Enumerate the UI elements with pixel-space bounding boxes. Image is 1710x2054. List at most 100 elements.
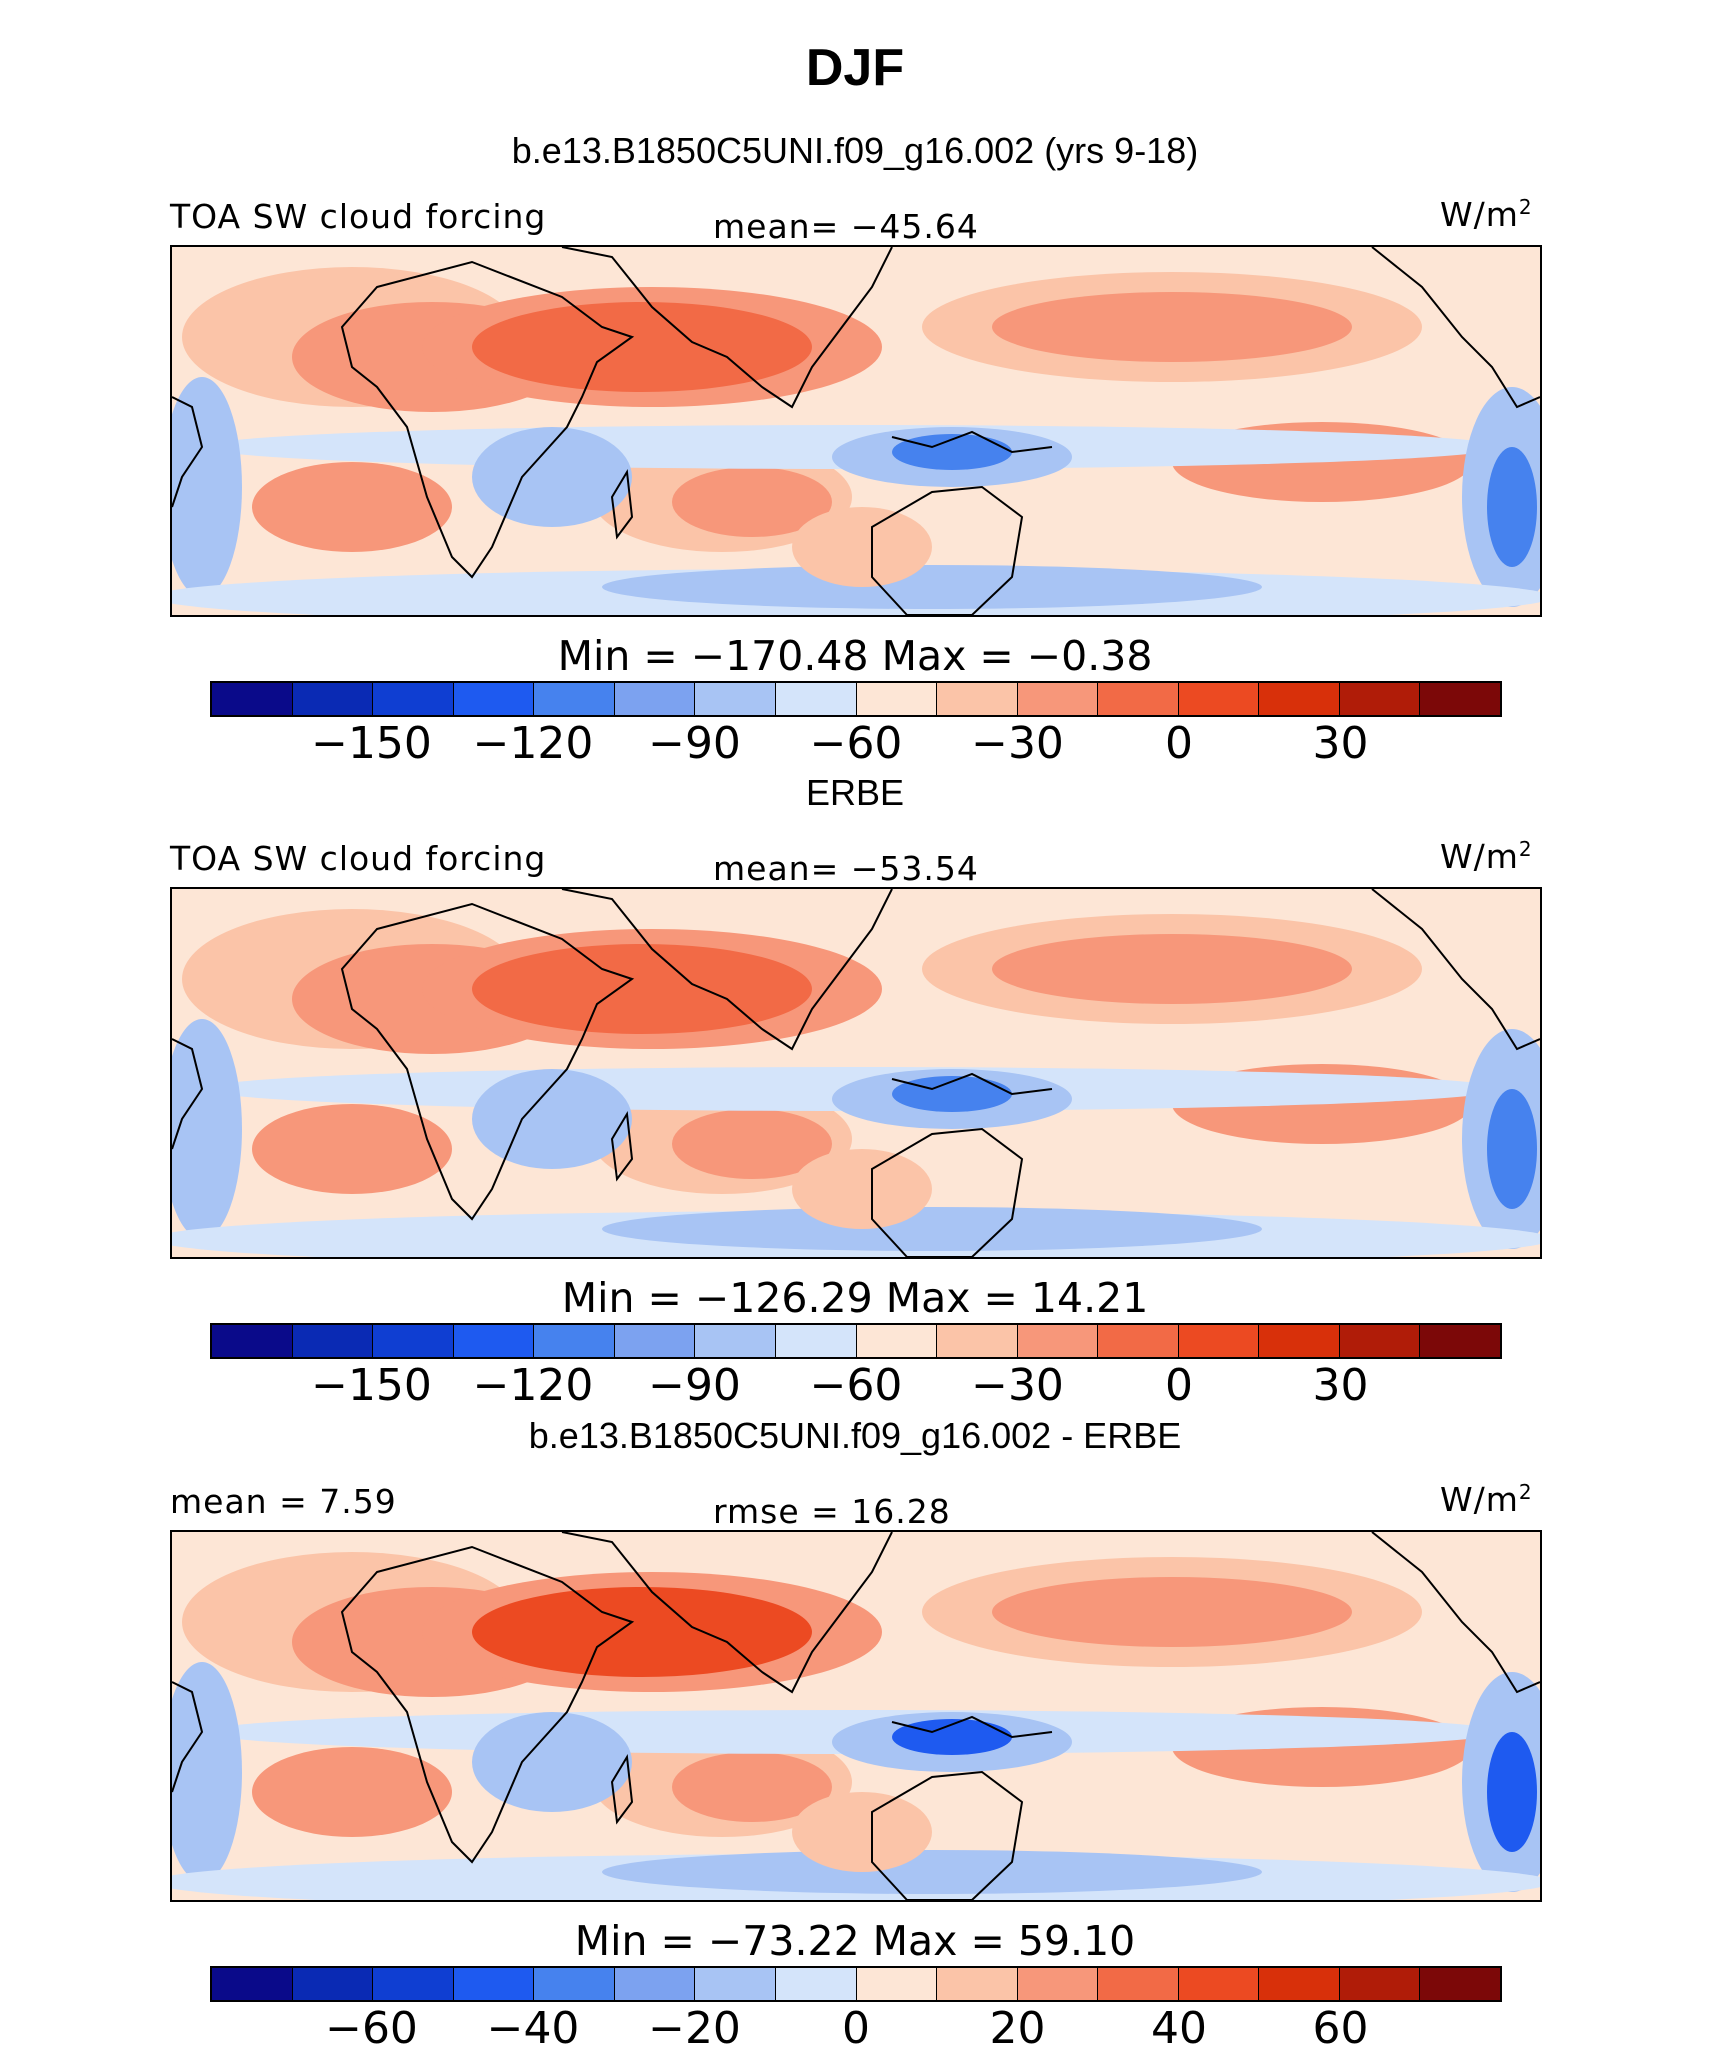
- field-region: [672, 467, 832, 537]
- colorbar-swatch: [856, 1968, 938, 2000]
- field-region: [892, 1719, 1012, 1755]
- eurasia-coastline: [561, 247, 893, 409]
- south-america-coastline: [172, 1038, 204, 1150]
- field-region: [1487, 447, 1537, 567]
- contour-map: [170, 1530, 1542, 1902]
- panel-left-label: TOA SW cloud forcing: [170, 197, 547, 236]
- colorbar-swatch: [1098, 1325, 1179, 1357]
- maritime-continent-coastline: [891, 1072, 1053, 1096]
- australia-coastline: [871, 485, 1024, 615]
- colorbar-swatch: [695, 1968, 776, 2000]
- colorbar-swatch: [1098, 1968, 1179, 2000]
- colorbar-tick-label: −20: [648, 2003, 741, 2054]
- colorbar-swatch: [775, 1325, 857, 1357]
- colorbar-tick-label: −60: [809, 718, 903, 769]
- colorbar-swatch: [212, 683, 293, 715]
- unit-text: W/m: [1440, 195, 1519, 234]
- australia-coastline: [871, 1127, 1024, 1257]
- colorbar: [210, 681, 1502, 717]
- colorbar-tick-label: 0: [842, 2003, 870, 2054]
- colorbar-swatch: [292, 1968, 374, 2000]
- madagascar-coastline: [610, 1110, 634, 1182]
- colorbar-swatch: [695, 1325, 776, 1357]
- unit-superscript: 2: [1518, 837, 1533, 861]
- field-region: [252, 462, 452, 552]
- panel-title: b.e13.B1850C5UNI.f09_g16.002 - ERBE: [528, 1415, 1182, 1456]
- colorbar-swatch: [1178, 683, 1260, 715]
- colorbar-tick-label: 20: [989, 2003, 1046, 2054]
- colorbar-swatch: [614, 683, 696, 715]
- colorbar-swatch: [1259, 1968, 1340, 2000]
- unit-text: W/m: [1440, 1480, 1519, 1519]
- americas-coastline: [1371, 889, 1540, 1051]
- colorbar-tick-label: −90: [648, 1360, 741, 1411]
- colorbar-swatch: [212, 1325, 293, 1357]
- panel-left-label: mean = 7.59: [170, 1482, 397, 1521]
- colorbar-swatch: [534, 1325, 615, 1357]
- eurasia-coastline: [561, 1532, 893, 1694]
- colorbar-tick-label: 0: [1165, 1360, 1193, 1411]
- colorbar-swatch: [1339, 1325, 1421, 1357]
- colorbar-swatch: [1017, 683, 1099, 715]
- colorbar-tick-label: −40: [486, 2003, 580, 2054]
- colorbar-swatch: [292, 1325, 374, 1357]
- colorbar-swatch: [1420, 1968, 1500, 2000]
- colorbar-swatch: [937, 683, 1018, 715]
- field-region: [472, 427, 632, 527]
- field-region: [172, 1019, 242, 1239]
- unit-text: W/m: [1440, 837, 1519, 876]
- eurasia-coastline: [561, 889, 893, 1051]
- colorbar-swatch: [453, 683, 535, 715]
- colorbar-tick-label: −30: [971, 718, 1064, 769]
- colorbar-swatch: [1017, 1968, 1099, 2000]
- colorbar-swatch: [775, 683, 857, 715]
- colorbar-tick-label: 30: [1312, 1360, 1369, 1411]
- min-max-label: Min = −126.29 Max = 14.21: [561, 1274, 1149, 1322]
- colorbar-tick-label: −30: [971, 1360, 1064, 1411]
- field-region: [992, 292, 1352, 362]
- colorbar-swatch: [1098, 683, 1179, 715]
- contour-map: [170, 887, 1542, 1259]
- field-region: [172, 1662, 242, 1882]
- panel-title: b.e13.B1850C5UNI.f09_g16.002 (yrs 9-18): [511, 130, 1199, 171]
- field-region: [1487, 1732, 1537, 1852]
- africa-coastline: [340, 1545, 635, 1864]
- south-america-coastline: [172, 396, 204, 508]
- field-region: [472, 302, 812, 392]
- colorbar-swatch: [373, 1968, 454, 2000]
- panel-unit-label: W/m2: [1440, 195, 1533, 234]
- colorbar-swatch: [1178, 1325, 1260, 1357]
- colorbar-tick-label: −60: [809, 1360, 903, 1411]
- maritime-continent-coastline: [891, 430, 1053, 454]
- colorbar-swatch: [614, 1325, 696, 1357]
- colorbar-swatch: [373, 683, 454, 715]
- field-region: [602, 565, 1262, 609]
- panel-unit-label: W/m2: [1440, 837, 1533, 876]
- panel-left-label: TOA SW cloud forcing: [170, 839, 547, 878]
- colorbar-tick-label: −120: [472, 1360, 594, 1411]
- colorbar-swatch: [292, 683, 374, 715]
- colorbar-tick-label: −60: [325, 2003, 418, 2054]
- map-canvas: [172, 889, 1540, 1257]
- colorbar-swatch: [1420, 1325, 1500, 1357]
- panel-unit-label: W/m2: [1440, 1480, 1533, 1519]
- colorbar-swatch: [1017, 1325, 1099, 1357]
- colorbar-tick-label: 0: [1165, 718, 1193, 769]
- min-max-label: Min = −170.48 Max = −0.38: [557, 632, 1153, 680]
- field-region: [792, 1149, 932, 1229]
- field-region: [1487, 1089, 1537, 1209]
- field-region: [252, 1104, 452, 1194]
- colorbar-tick-label: 40: [1151, 2003, 1207, 2054]
- colorbar-swatch: [1339, 683, 1421, 715]
- min-max-label: Min = −73.22 Max = 59.10: [574, 1917, 1136, 1965]
- africa-coastline: [340, 260, 635, 579]
- colorbar-tick-label: 60: [1312, 2003, 1369, 2054]
- colorbar-tick-label: 30: [1312, 718, 1369, 769]
- australia-coastline: [871, 1770, 1024, 1900]
- colorbar-swatch: [775, 1968, 857, 2000]
- field-region: [602, 1207, 1262, 1251]
- madagascar-coastline: [610, 468, 634, 540]
- colorbar-swatch: [856, 683, 938, 715]
- colorbar: [210, 1966, 1502, 2002]
- field-region: [472, 1069, 632, 1169]
